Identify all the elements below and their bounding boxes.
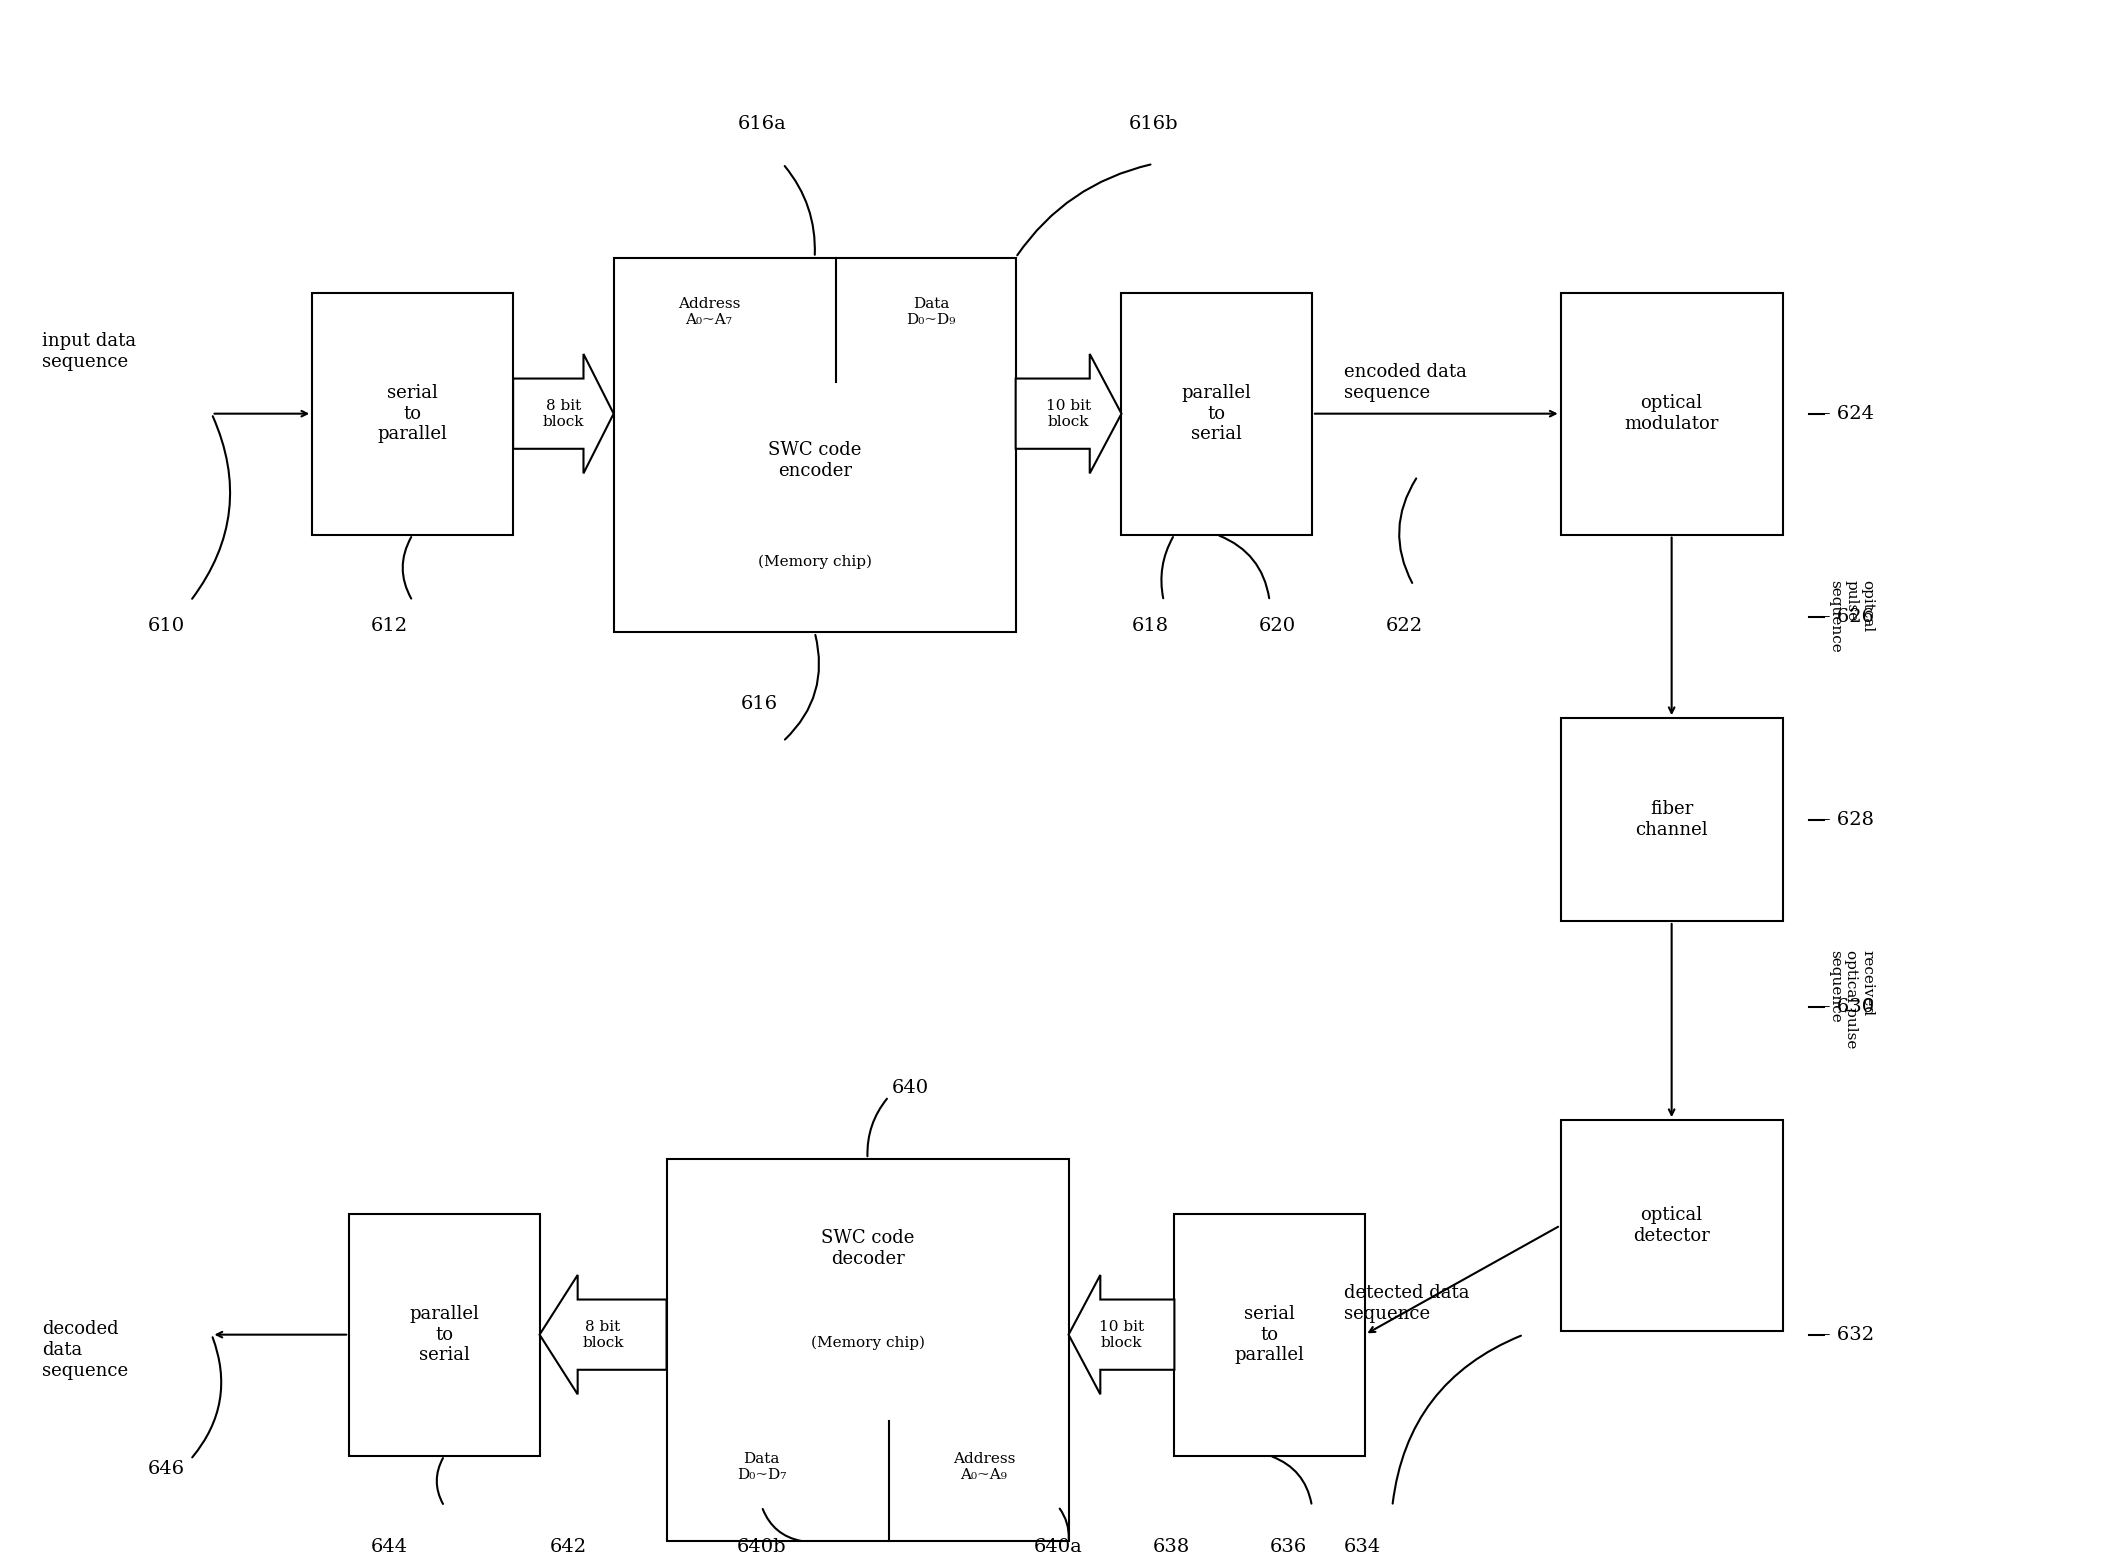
Text: - 630: - 630 bbox=[1824, 997, 1875, 1016]
FancyBboxPatch shape bbox=[667, 1158, 1069, 1542]
Text: optical
detector: optical detector bbox=[1634, 1207, 1710, 1244]
Text: 636: 636 bbox=[1270, 1538, 1308, 1556]
Text: SWC code
encoder: SWC code encoder bbox=[768, 442, 861, 479]
Text: 8 bit
block: 8 bit block bbox=[582, 1319, 624, 1350]
Text: 610: 610 bbox=[148, 617, 186, 635]
Polygon shape bbox=[1016, 354, 1121, 473]
Text: 616a: 616a bbox=[736, 114, 787, 133]
Text: opitcal
pulse
sequence: opitcal pulse sequence bbox=[1828, 581, 1875, 652]
Text: fiber
channel: fiber channel bbox=[1636, 801, 1708, 838]
Text: - 632: - 632 bbox=[1824, 1325, 1875, 1344]
Text: serial
to
parallel: serial to parallel bbox=[377, 384, 449, 443]
Text: received
optical pulse
sequence: received optical pulse sequence bbox=[1828, 949, 1875, 1049]
Text: encoded data
sequence: encoded data sequence bbox=[1344, 364, 1466, 401]
Text: 8 bit
block: 8 bit block bbox=[542, 398, 584, 429]
FancyBboxPatch shape bbox=[313, 293, 512, 535]
FancyBboxPatch shape bbox=[1174, 1214, 1365, 1455]
Text: 644: 644 bbox=[370, 1538, 408, 1556]
Text: Address
A₀~A₉: Address A₀~A₉ bbox=[952, 1452, 1016, 1483]
FancyBboxPatch shape bbox=[614, 258, 1016, 632]
Text: Data
D₀~D₇: Data D₀~D₇ bbox=[736, 1452, 787, 1483]
Text: 642: 642 bbox=[550, 1538, 588, 1556]
Text: 646: 646 bbox=[148, 1460, 186, 1478]
Text: 620: 620 bbox=[1259, 617, 1297, 635]
Text: detected data
sequence: detected data sequence bbox=[1344, 1285, 1469, 1322]
FancyBboxPatch shape bbox=[1562, 293, 1782, 535]
Text: optical
modulator: optical modulator bbox=[1625, 395, 1718, 432]
FancyBboxPatch shape bbox=[1562, 1121, 1782, 1330]
Text: 640a: 640a bbox=[1033, 1538, 1083, 1556]
Text: Data
D₀~D₉: Data D₀~D₉ bbox=[906, 297, 956, 328]
Text: - 624: - 624 bbox=[1824, 404, 1875, 423]
Text: Address
A₀~A₇: Address A₀~A₇ bbox=[677, 297, 741, 328]
Text: 10 bit
block: 10 bit block bbox=[1045, 398, 1092, 429]
FancyBboxPatch shape bbox=[349, 1214, 540, 1455]
Polygon shape bbox=[1069, 1275, 1174, 1394]
Text: parallel
to
serial: parallel to serial bbox=[1181, 384, 1253, 443]
Text: 616: 616 bbox=[741, 695, 779, 713]
Text: 618: 618 bbox=[1132, 617, 1170, 635]
Text: 640b: 640b bbox=[736, 1538, 787, 1556]
Text: - 626: - 626 bbox=[1824, 607, 1875, 626]
Text: SWC code
decoder: SWC code decoder bbox=[821, 1230, 914, 1268]
Text: - 628: - 628 bbox=[1824, 810, 1875, 829]
Text: 634: 634 bbox=[1344, 1538, 1382, 1556]
Text: 616b: 616b bbox=[1128, 114, 1179, 133]
Text: parallel
to
serial: parallel to serial bbox=[408, 1305, 480, 1364]
Text: 10 bit
block: 10 bit block bbox=[1098, 1319, 1145, 1350]
Text: (Memory chip): (Memory chip) bbox=[758, 554, 872, 570]
Text: 638: 638 bbox=[1153, 1538, 1191, 1556]
Text: 640: 640 bbox=[891, 1079, 929, 1096]
FancyBboxPatch shape bbox=[1562, 718, 1782, 921]
FancyBboxPatch shape bbox=[1121, 293, 1312, 535]
Text: decoded
data
sequence: decoded data sequence bbox=[42, 1321, 129, 1380]
Text: serial
to
parallel: serial to parallel bbox=[1234, 1305, 1306, 1364]
Text: 612: 612 bbox=[370, 617, 408, 635]
Polygon shape bbox=[512, 354, 614, 473]
Text: 622: 622 bbox=[1386, 617, 1424, 635]
Polygon shape bbox=[540, 1275, 667, 1394]
Text: input data
sequence: input data sequence bbox=[42, 332, 135, 370]
Text: (Memory chip): (Memory chip) bbox=[810, 1335, 925, 1350]
